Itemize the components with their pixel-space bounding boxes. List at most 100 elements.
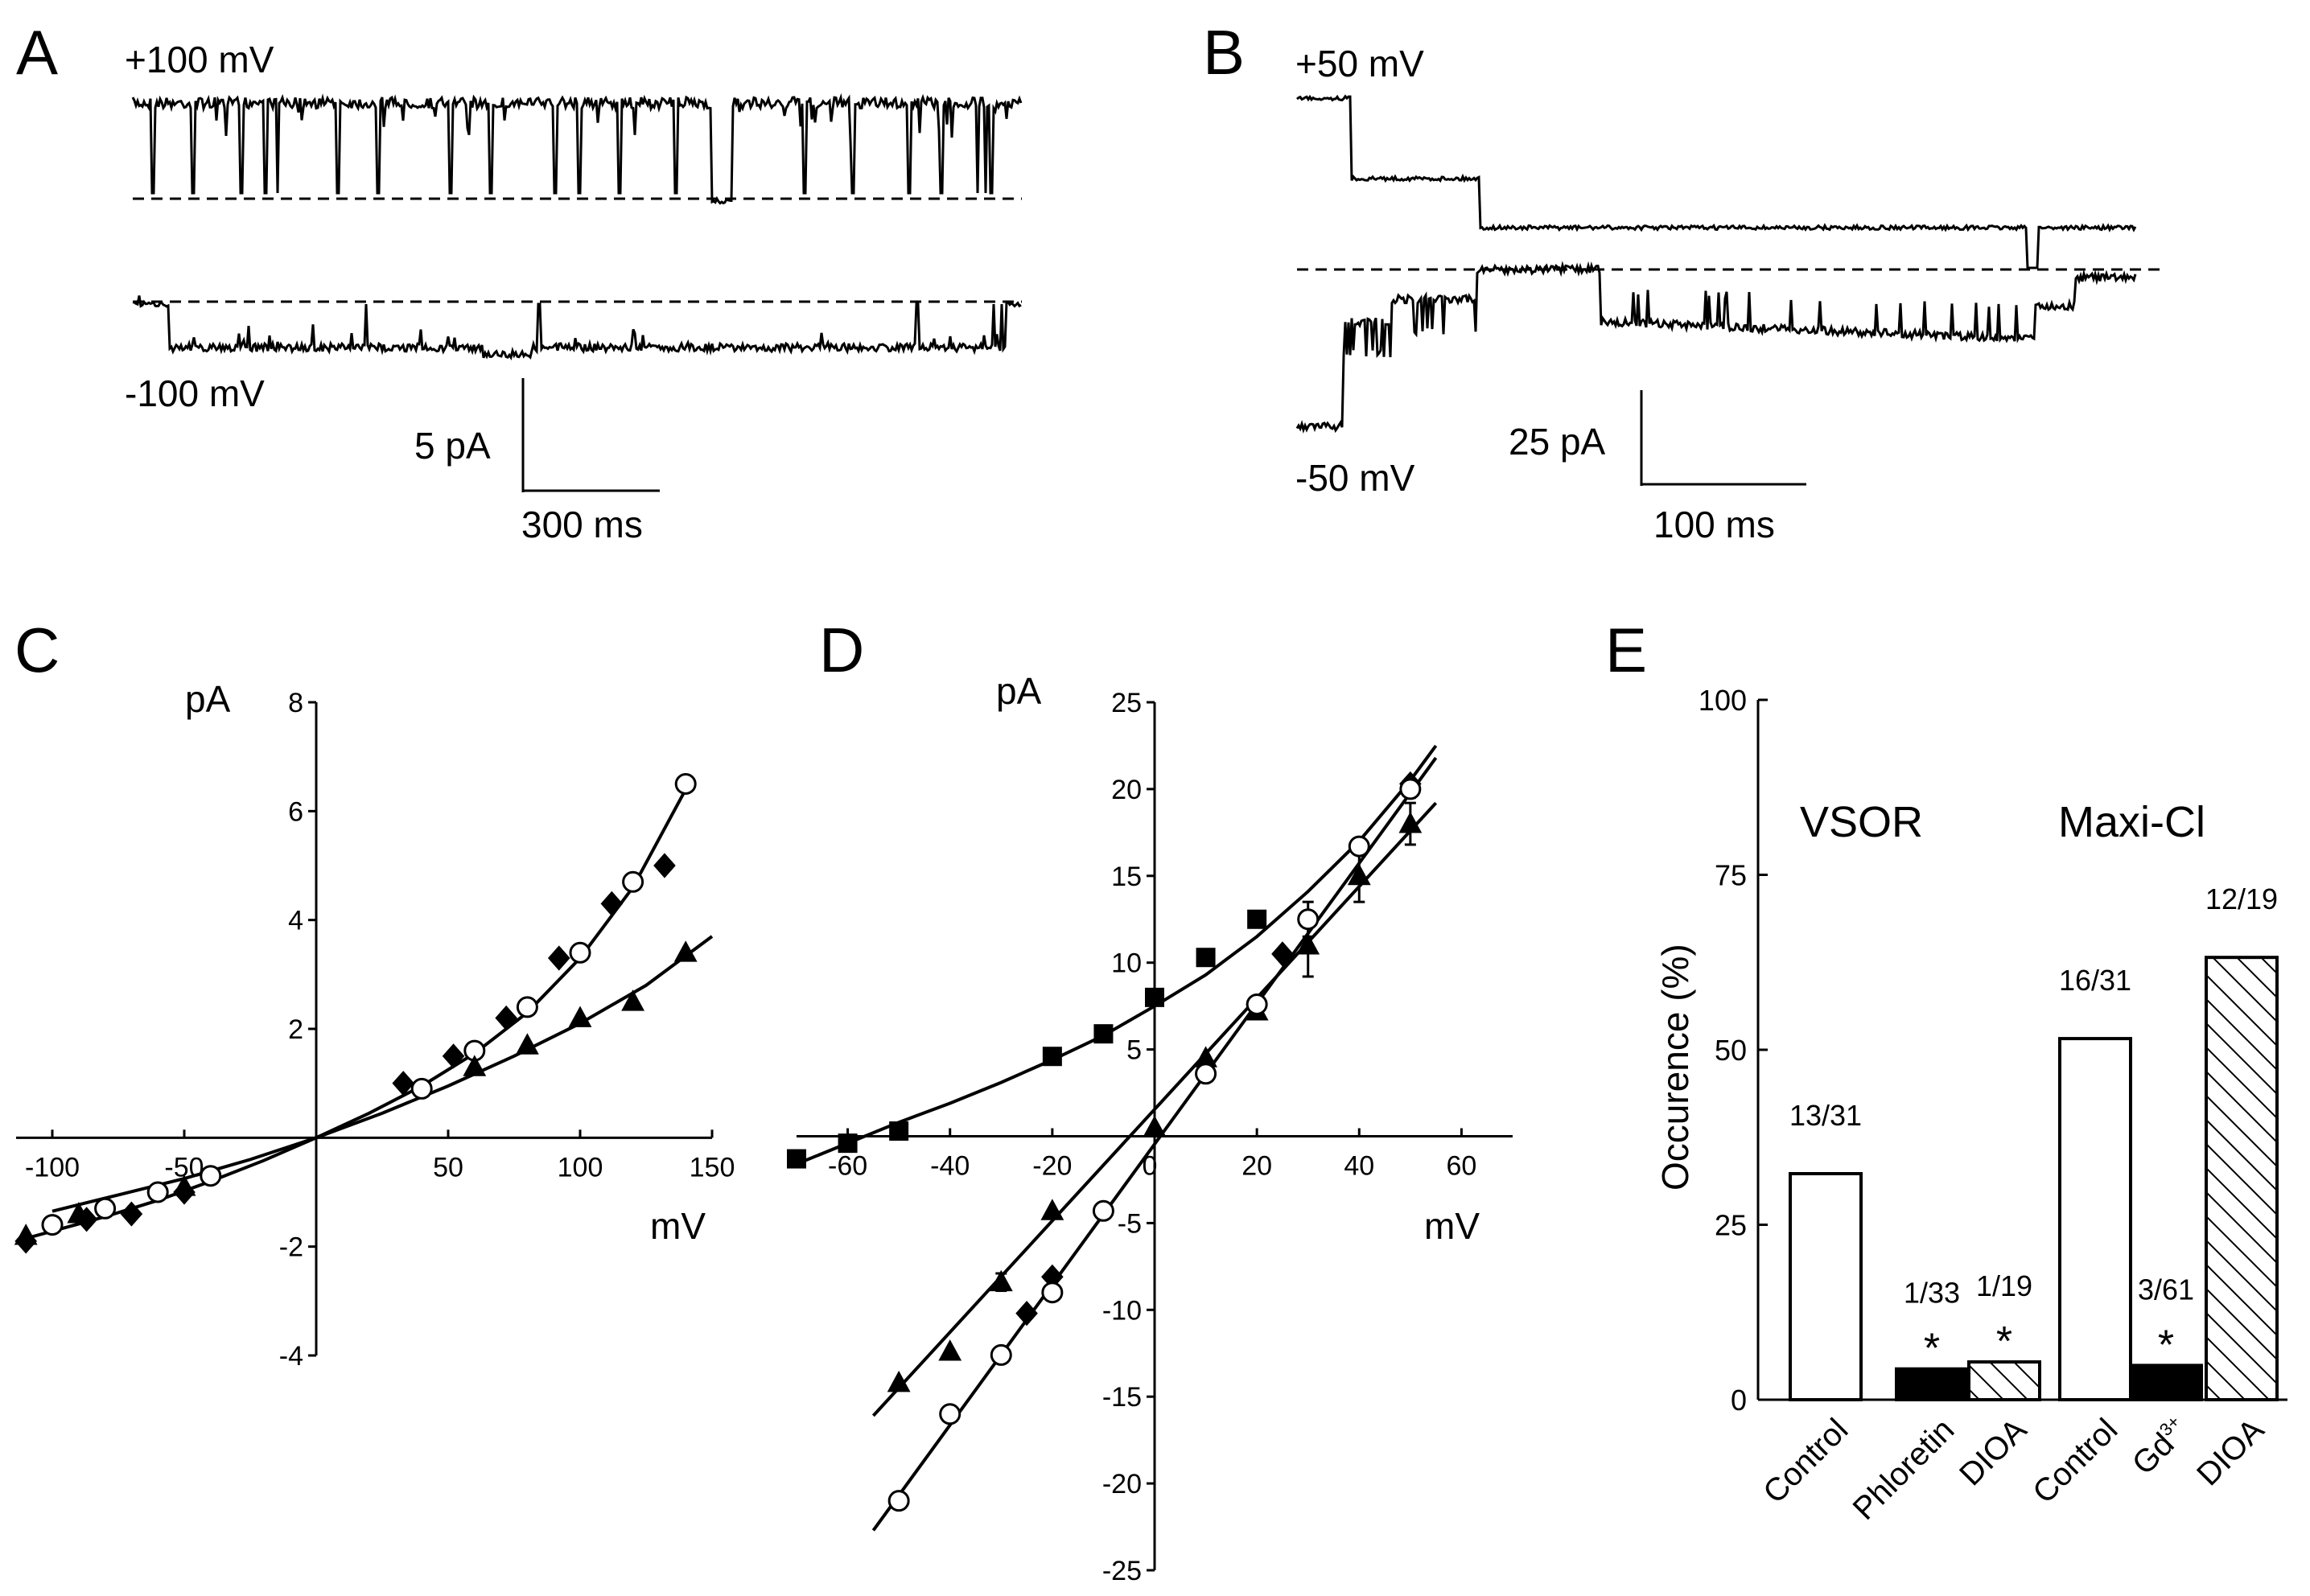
data-point-circle-open <box>94 1197 117 1220</box>
panel-label-d: D <box>819 615 864 685</box>
data-point-diamond <box>392 1071 415 1096</box>
data-point-triangle <box>673 940 698 962</box>
category-label-text: DIOA <box>2190 1412 2271 1492</box>
x-tick-label: -100 <box>25 1152 80 1183</box>
x-tick-label: 100 <box>558 1152 603 1183</box>
x-tick-label: -20 <box>1032 1151 1072 1182</box>
data-point-square <box>1196 948 1216 968</box>
panel-c-ylabel: pA <box>185 678 231 720</box>
panel-b-scale-time-label: 100 ms <box>1653 504 1775 545</box>
category-label-text: DIOA <box>1953 1412 2033 1492</box>
significance-asterisk: * <box>1924 1326 1940 1372</box>
data-point-triangle <box>1040 1199 1064 1220</box>
data-point-circle-open <box>41 1214 64 1236</box>
panel-d-ylabel: pA <box>996 670 1042 712</box>
panel-d-xlabel: mV <box>1424 1205 1480 1247</box>
panel-a-scale-time-label: 300 ms <box>521 504 643 545</box>
data-point-circle-open <box>200 1165 222 1187</box>
x-tick-label: 150 <box>690 1152 735 1183</box>
data-point-circle-open <box>1297 908 1320 931</box>
panel-a-voltage-bottom: -100 mV <box>125 372 265 414</box>
panel-a-scale-current-label: 5 pA <box>414 425 491 467</box>
data-point-circle-open <box>622 870 644 893</box>
panel-label-b: B <box>1203 17 1245 88</box>
data-point-triangle <box>1194 1046 1217 1067</box>
fit-curve <box>871 801 1438 1417</box>
data-point-circle-open <box>146 1181 169 1203</box>
x-tick-label: -40 <box>930 1151 970 1182</box>
bar-fraction-label: 1/33 <box>1904 1277 1960 1310</box>
panel-e-chart: E Occurence (%) VSOR Maxi-Cl 0 25 50 75 100 1… <box>1605 615 2287 1527</box>
data-point-circle-open <box>990 1343 1012 1366</box>
panel-b-trace-negative <box>1295 261 2137 434</box>
category-label: Control <box>1756 1412 1855 1510</box>
data-point-circle-open <box>1348 835 1370 858</box>
y-tick-label: 2 <box>288 1014 303 1045</box>
data-point-diamond <box>600 891 624 916</box>
y-tick-label: -4 <box>279 1341 303 1372</box>
panel-a-trace-negative <box>132 295 1022 360</box>
panel-b-scale-current-label: 25 pA <box>1509 421 1606 463</box>
y-tick-label: 20 <box>1111 775 1142 805</box>
y-tick-label: 10 <box>1111 948 1142 979</box>
data-point-circle-open <box>569 941 591 964</box>
data-point-square <box>1145 987 1164 1007</box>
y-tick-label: 0 <box>1731 1384 1747 1417</box>
data-point-diamond <box>442 1043 465 1069</box>
category-label: Phloretin <box>1847 1412 1962 1527</box>
bar-fraction-label: 1/19 <box>1976 1269 2032 1302</box>
data-point-triangle <box>621 989 644 1011</box>
significance-asterisk: * <box>2158 1322 2174 1368</box>
y-tick-label: 5 <box>1126 1035 1142 1066</box>
category-label: Control <box>2026 1412 2124 1510</box>
panel-d-chart: D pA mV -60 -40 -20 20 40 60 -25 -20 -15 -10 -5 5 10… <box>787 615 1513 1586</box>
y-tick-label: -20 <box>1102 1469 1142 1499</box>
y-tick-label: -5 <box>1118 1208 1142 1239</box>
data-point-triangle <box>1143 1115 1167 1137</box>
bar-4 <box>2058 1037 2132 1401</box>
data-point-square <box>838 1133 858 1154</box>
data-point-triangle <box>938 1339 962 1361</box>
panel-label-c: C <box>14 615 60 685</box>
category-label: Gd3+ <box>2125 1412 2195 1482</box>
x-tick-label: -60 <box>828 1151 867 1182</box>
panel-b-voltage-bottom: -50 mV <box>1295 457 1415 499</box>
bar-fraction-label: 12/19 <box>2205 882 2278 915</box>
category-label: DIOA <box>1953 1412 2033 1492</box>
data-point-square <box>889 1121 909 1141</box>
fit-curve <box>51 935 714 1213</box>
category-label-text: Control <box>2026 1412 2124 1510</box>
y-tick-label: 8 <box>288 688 303 718</box>
data-point-square <box>787 1149 806 1169</box>
data-point-diamond <box>1015 1301 1038 1327</box>
data-point-diamond <box>1041 1264 1064 1290</box>
panel-b-voltage-top: +50 mV <box>1295 43 1424 84</box>
x-tick-label: 60 <box>1447 1151 1477 1182</box>
x-tick-label: 20 <box>1241 1151 1272 1182</box>
data-point-triangle <box>1347 863 1371 886</box>
bar-6 <box>2205 956 2279 1402</box>
y-tick-label: 100 <box>1699 684 1747 717</box>
y-tick-label: 50 <box>1715 1034 1747 1067</box>
panel-a-voltage-top: +100 mV <box>125 39 274 80</box>
data-point-circle-open <box>1195 1063 1217 1085</box>
category-label-text: Control <box>1756 1412 1855 1510</box>
data-point-circle-open <box>1041 1281 1064 1304</box>
panel-c-xlabel: mV <box>650 1205 706 1247</box>
data-point-triangle <box>887 1370 911 1392</box>
data-point-diamond <box>120 1201 143 1227</box>
y-tick-label: -25 <box>1102 1556 1142 1586</box>
data-point-square <box>1042 1047 1062 1067</box>
y-tick-label: -10 <box>1102 1295 1142 1326</box>
data-point-circle-open <box>1092 1199 1114 1222</box>
data-point-triangle <box>172 1174 196 1196</box>
bar-1 <box>1789 1171 1863 1401</box>
data-point-circle-open <box>939 1403 961 1425</box>
x-tick-label: 40 <box>1344 1151 1374 1182</box>
data-point-diamond <box>653 853 676 878</box>
data-point-triangle <box>1398 812 1423 833</box>
data-point-circle-open <box>1246 993 1268 1015</box>
panel-a: A +100 mV -100 mV 5 pA 300 ms <box>16 17 1023 545</box>
data-point-circle-open <box>674 773 697 795</box>
